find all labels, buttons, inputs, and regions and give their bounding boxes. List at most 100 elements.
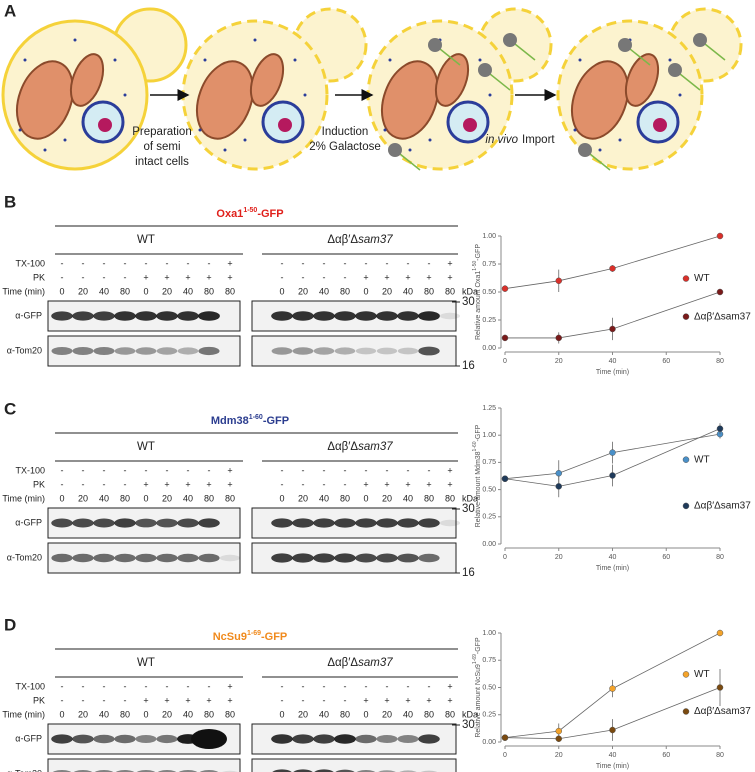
- band: [334, 347, 356, 355]
- band: [72, 347, 94, 355]
- lane-cell: -: [187, 465, 190, 475]
- band: [334, 311, 356, 321]
- dot: [303, 93, 307, 97]
- dot: [388, 58, 392, 62]
- nucleolus: [98, 118, 112, 132]
- lane-cell: 40: [183, 709, 193, 719]
- x-tick-label: 0: [503, 554, 507, 561]
- dot: [678, 93, 682, 97]
- ylabel-text: Relative amount Oxa1: [475, 271, 482, 340]
- band: [93, 553, 115, 563]
- band: [292, 311, 314, 321]
- dot: [598, 148, 602, 152]
- lane-cell: -: [61, 681, 64, 691]
- mitochondrion: [570, 60, 630, 140]
- band: [72, 518, 94, 528]
- lane-cell: -: [124, 479, 127, 489]
- ribosome: [668, 63, 682, 77]
- italic-part: in vivo: [485, 134, 518, 146]
- lane-cell: -: [61, 465, 64, 475]
- group-part: Δαβ′Δ: [327, 657, 358, 669]
- lane-cell: +: [206, 695, 211, 705]
- y-tick-label: 0.75: [482, 459, 496, 466]
- lane-cell: 80: [204, 709, 214, 719]
- yeast-cell: [1, 7, 188, 171]
- band: [156, 734, 178, 744]
- group-part: Δαβ′Δ: [327, 441, 358, 453]
- x-tick-label: 40: [609, 358, 617, 365]
- band: [439, 312, 461, 320]
- x-axis-label: Time (min): [596, 369, 629, 376]
- lane-cell: -: [124, 695, 127, 705]
- group-name: Δαβ′Δsam37: [327, 234, 393, 246]
- lane-cell: 80: [340, 493, 350, 503]
- band: [271, 734, 293, 744]
- step-caption: of semi: [143, 141, 180, 153]
- data-point: [609, 472, 616, 479]
- band: [72, 311, 94, 321]
- band: [293, 769, 313, 772]
- lane-cell: -: [145, 258, 148, 268]
- data-point: [716, 629, 724, 637]
- lane-cell: +: [384, 479, 389, 489]
- x-axis-label: Time (min): [596, 763, 629, 770]
- step-caption: 2% Galactose: [309, 141, 381, 153]
- lane-cell: 0: [363, 286, 368, 296]
- legend-marker: [682, 275, 690, 282]
- band: [355, 518, 377, 528]
- group-part: WT: [137, 657, 155, 669]
- band: [72, 734, 94, 744]
- group-name: WT: [137, 234, 155, 246]
- lane-cell: -: [82, 479, 85, 489]
- lane-cell: +: [363, 695, 368, 705]
- band: [397, 347, 419, 355]
- band: [313, 553, 335, 563]
- band: [292, 734, 314, 744]
- band: [114, 347, 136, 355]
- lane-cell: +: [164, 272, 169, 282]
- row-label: Time (min): [2, 709, 45, 719]
- mitochondrion: [434, 53, 470, 107]
- lane-cell: 40: [319, 493, 329, 503]
- ylabel-suffix: -GFP: [475, 637, 482, 654]
- band: [418, 311, 440, 321]
- ylabel-sup: 1-50: [472, 261, 478, 271]
- band: [397, 311, 419, 321]
- band: [191, 729, 227, 749]
- lane-cell: 40: [183, 493, 193, 503]
- y-tick-label: 1.00: [482, 630, 496, 637]
- lane-cell: +: [206, 479, 211, 489]
- mitochondrion: [249, 53, 285, 107]
- lane-cell: 80: [340, 709, 350, 719]
- series-line: [504, 632, 721, 739]
- band: [271, 347, 293, 355]
- row-label: TX-100: [15, 465, 45, 475]
- band: [376, 735, 398, 743]
- nucleolus: [463, 118, 477, 132]
- group-italic: sam37: [358, 441, 393, 453]
- band: [397, 553, 419, 563]
- x-tick-label: 80: [716, 358, 724, 365]
- band: [418, 346, 440, 356]
- band: [439, 519, 461, 527]
- lane-cell: 80: [445, 709, 455, 719]
- legend-label: Δαβ′Δsam37: [694, 311, 751, 322]
- lane-cell: 20: [78, 493, 88, 503]
- band: [334, 553, 356, 563]
- band: [418, 553, 440, 563]
- lane-cell: +: [384, 272, 389, 282]
- mitochondrion: [195, 60, 255, 140]
- lane-cell: -: [302, 695, 305, 705]
- mitochondrion: [15, 60, 75, 140]
- lane-cell: +: [405, 272, 410, 282]
- lane-cell: +: [206, 272, 211, 282]
- row-label: Time (min): [2, 286, 45, 296]
- panel-letter: A: [4, 1, 16, 20]
- lane-cell: -: [103, 681, 106, 691]
- data-point: [501, 334, 509, 342]
- blot-title: Mdm381-60-GFP: [211, 414, 289, 427]
- lane-cell: -: [124, 258, 127, 268]
- group-name: WT: [137, 441, 155, 453]
- title-suffix: -GFP: [257, 208, 283, 220]
